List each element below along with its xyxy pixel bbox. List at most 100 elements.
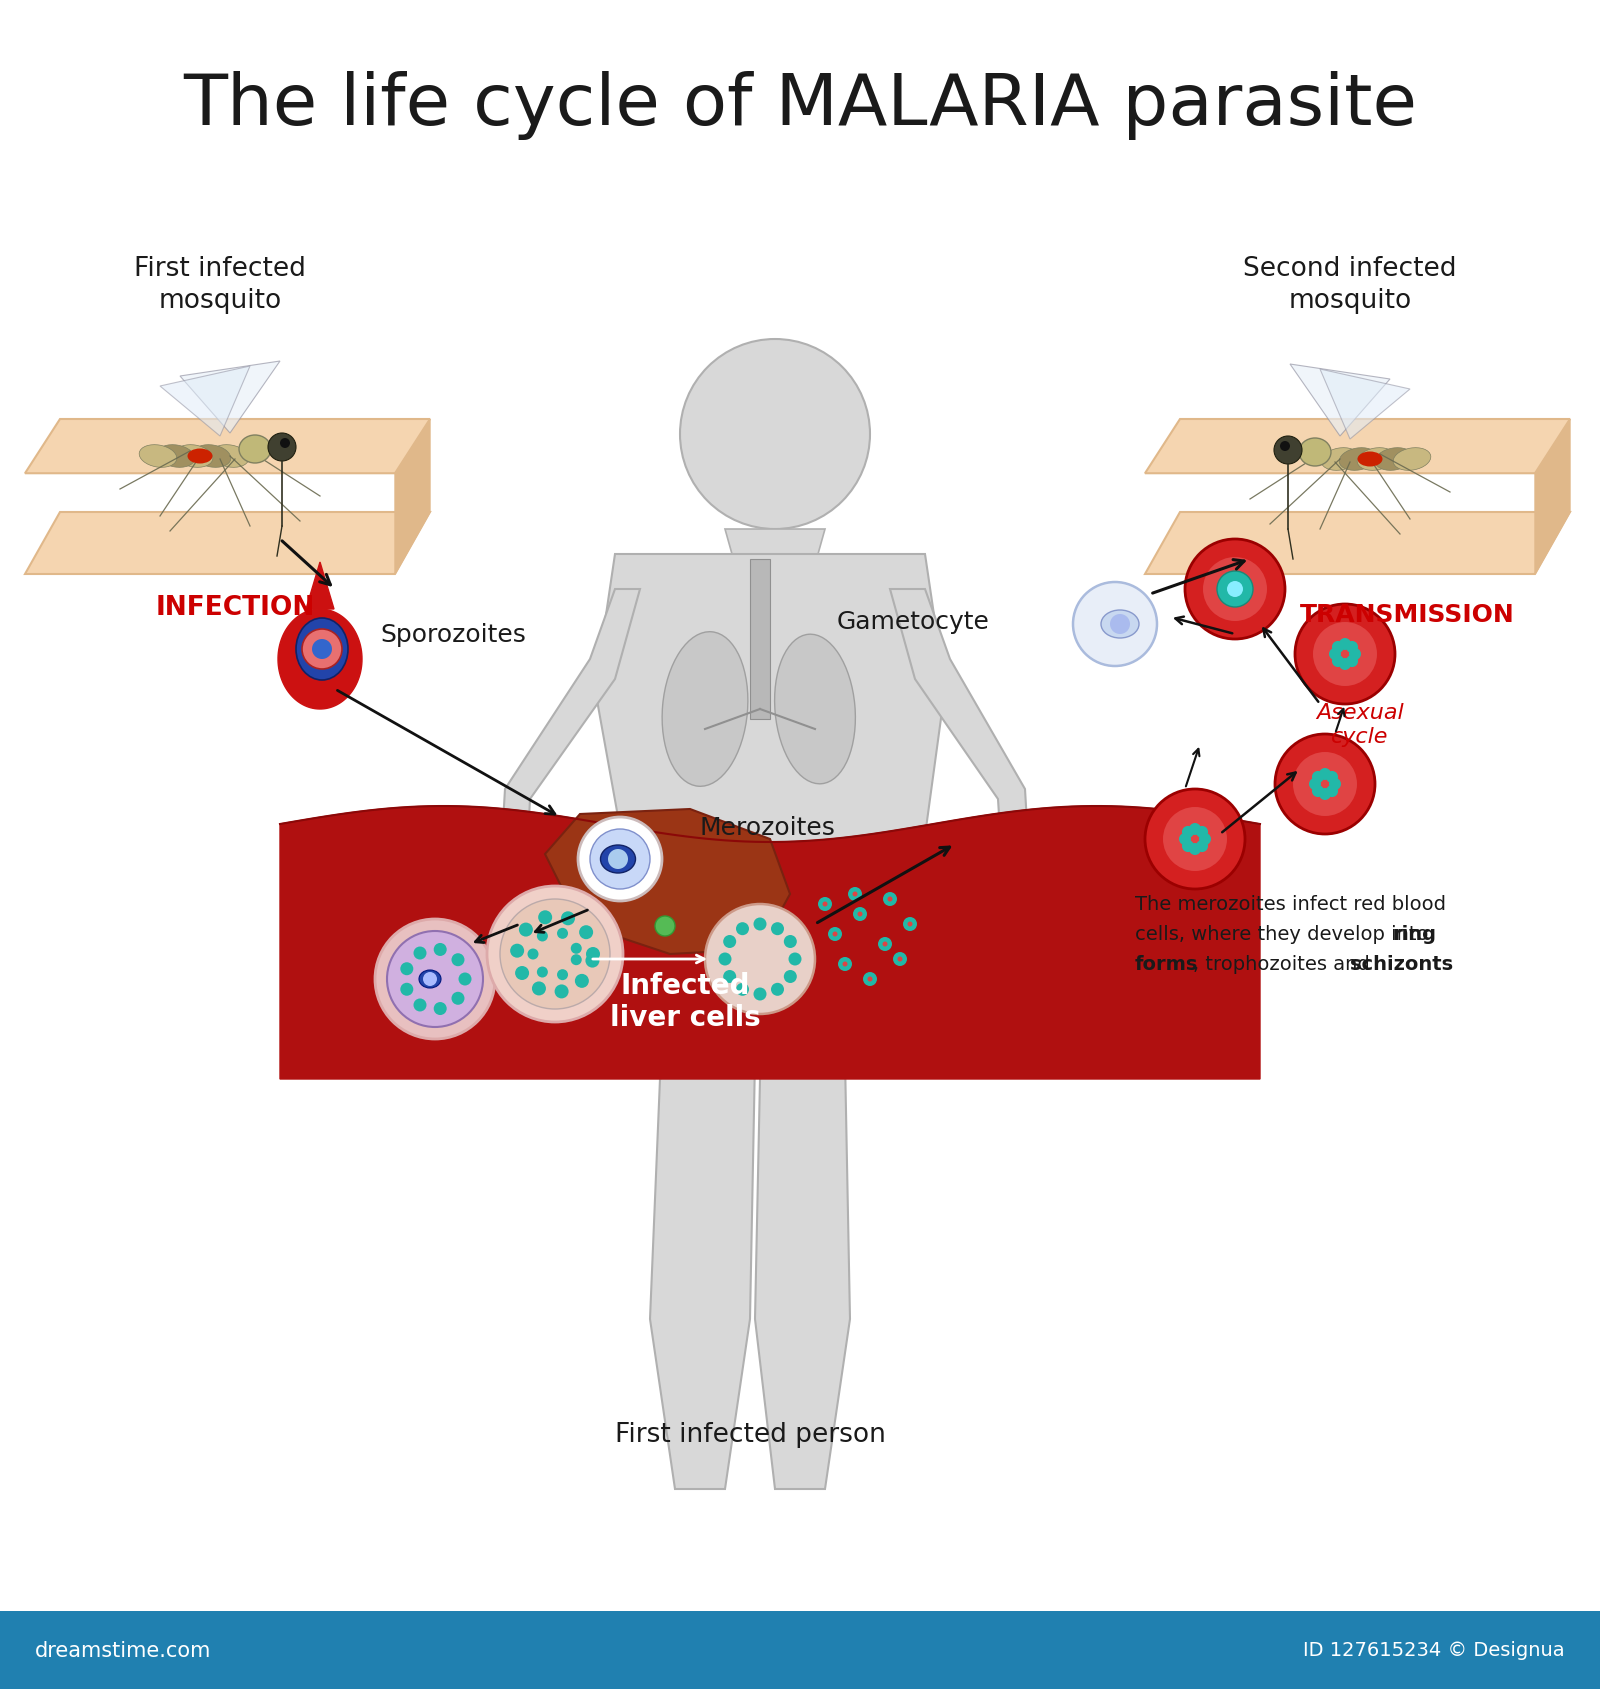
Ellipse shape	[774, 635, 856, 784]
Circle shape	[1339, 638, 1350, 650]
Circle shape	[723, 936, 736, 949]
Circle shape	[1318, 768, 1331, 780]
Polygon shape	[26, 421, 430, 475]
Text: cells, where they develop into: cells, where they develop into	[1134, 926, 1435, 944]
Ellipse shape	[1322, 448, 1358, 471]
Circle shape	[400, 983, 413, 997]
Ellipse shape	[600, 846, 635, 873]
Ellipse shape	[157, 446, 195, 468]
Circle shape	[1346, 655, 1358, 667]
Text: INFECTION: INFECTION	[155, 595, 315, 620]
Circle shape	[883, 942, 888, 948]
Ellipse shape	[1357, 448, 1395, 471]
Circle shape	[1198, 833, 1211, 846]
Polygon shape	[595, 554, 946, 1059]
Circle shape	[1330, 779, 1341, 790]
Text: schizonts: schizonts	[1350, 954, 1453, 975]
Circle shape	[302, 630, 342, 669]
Ellipse shape	[1357, 453, 1382, 468]
Text: , trophozoites and: , trophozoites and	[1194, 954, 1376, 975]
Circle shape	[1326, 785, 1338, 797]
Circle shape	[1218, 571, 1253, 608]
Circle shape	[555, 985, 568, 998]
Circle shape	[1312, 785, 1323, 797]
Circle shape	[1186, 540, 1285, 640]
Circle shape	[853, 892, 858, 897]
Text: Merozoites: Merozoites	[701, 816, 835, 839]
Text: First infected person: First infected person	[614, 1420, 885, 1447]
Circle shape	[784, 936, 797, 949]
Circle shape	[1312, 772, 1323, 784]
Circle shape	[586, 954, 600, 968]
Polygon shape	[890, 589, 1035, 959]
Ellipse shape	[296, 618, 349, 681]
Circle shape	[518, 922, 533, 937]
Ellipse shape	[1394, 448, 1430, 471]
Circle shape	[312, 640, 333, 660]
Text: First infected
mosquito: First infected mosquito	[134, 255, 306, 314]
Circle shape	[893, 953, 907, 966]
Circle shape	[784, 971, 797, 983]
Circle shape	[1326, 772, 1338, 784]
Circle shape	[654, 917, 675, 936]
Circle shape	[822, 902, 827, 907]
Circle shape	[400, 963, 413, 976]
Text: The merozoites infect red blood: The merozoites infect red blood	[1134, 895, 1446, 914]
Ellipse shape	[238, 436, 270, 464]
Circle shape	[538, 966, 547, 978]
Polygon shape	[26, 513, 430, 574]
Circle shape	[838, 958, 851, 971]
Circle shape	[586, 948, 600, 961]
Circle shape	[736, 983, 749, 997]
Circle shape	[413, 998, 427, 1012]
Circle shape	[1294, 605, 1395, 704]
Circle shape	[1309, 779, 1322, 790]
Circle shape	[434, 944, 446, 956]
Text: Asexual
cycle: Asexual cycle	[1317, 703, 1403, 747]
Circle shape	[1318, 789, 1331, 801]
Circle shape	[706, 905, 814, 1015]
Circle shape	[515, 966, 530, 980]
Circle shape	[557, 929, 568, 939]
Circle shape	[486, 887, 622, 1022]
Circle shape	[1330, 649, 1341, 660]
Circle shape	[280, 439, 290, 449]
Circle shape	[843, 963, 848, 966]
Circle shape	[374, 919, 494, 1039]
Circle shape	[1275, 735, 1374, 834]
Ellipse shape	[211, 446, 250, 468]
Circle shape	[771, 922, 784, 936]
Circle shape	[1110, 615, 1130, 635]
Circle shape	[574, 975, 589, 988]
Circle shape	[1146, 789, 1245, 890]
Text: forms: forms	[1134, 954, 1198, 975]
Ellipse shape	[174, 446, 213, 468]
Text: ID 127615234 © Designua: ID 127615234 © Designua	[1304, 1640, 1565, 1660]
Circle shape	[1346, 642, 1358, 654]
Circle shape	[590, 829, 650, 890]
Circle shape	[571, 942, 582, 954]
Polygon shape	[160, 367, 250, 437]
Circle shape	[413, 948, 427, 959]
Circle shape	[1074, 583, 1157, 667]
Ellipse shape	[1101, 611, 1139, 638]
Circle shape	[1280, 443, 1290, 451]
Circle shape	[789, 953, 802, 966]
Circle shape	[578, 817, 662, 902]
Circle shape	[451, 991, 464, 1005]
Circle shape	[898, 958, 902, 963]
Ellipse shape	[194, 446, 230, 468]
Bar	[0, 1611, 1600, 1689]
Text: Gametocyte: Gametocyte	[837, 610, 990, 633]
Circle shape	[867, 976, 872, 981]
Circle shape	[1189, 824, 1202, 836]
Polygon shape	[1146, 513, 1570, 574]
Ellipse shape	[187, 449, 213, 464]
Circle shape	[829, 927, 842, 941]
Circle shape	[832, 932, 837, 937]
Polygon shape	[494, 589, 640, 959]
Ellipse shape	[139, 446, 178, 468]
Circle shape	[1349, 649, 1362, 660]
Polygon shape	[306, 562, 334, 610]
Polygon shape	[1290, 365, 1390, 437]
